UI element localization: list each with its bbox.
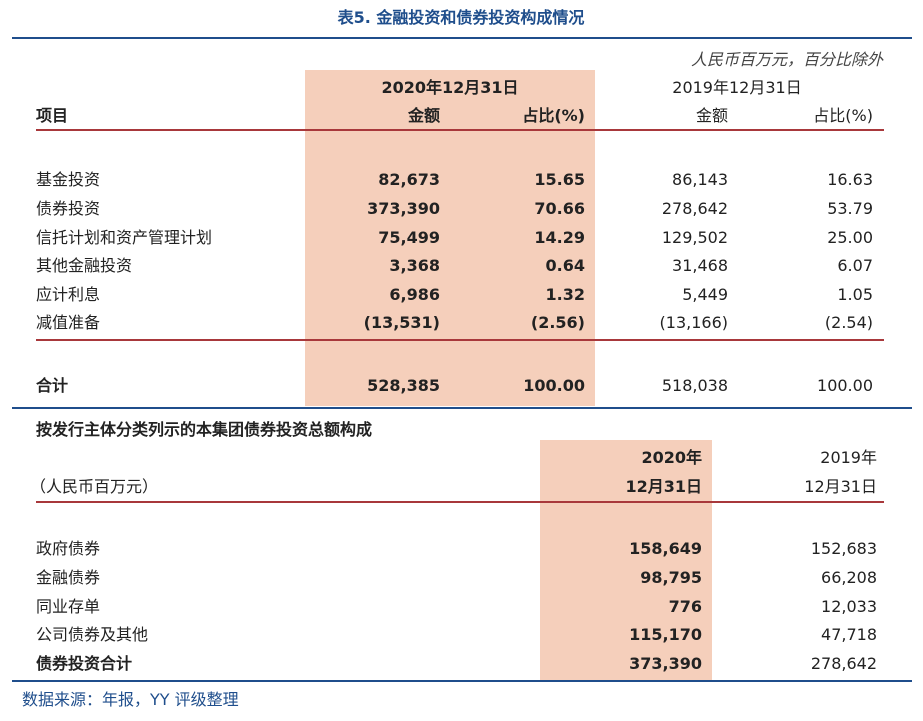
text: 1.32 bbox=[545, 285, 585, 304]
text: 2019年 bbox=[820, 448, 877, 467]
text: 158,649 bbox=[629, 539, 702, 558]
text: 公司债券及其他 bbox=[36, 625, 149, 644]
text: 15.65 bbox=[534, 170, 585, 189]
text: 其他金融投资 bbox=[36, 256, 133, 275]
rule bbox=[12, 680, 912, 682]
text: 115,170 bbox=[629, 625, 702, 644]
text: 占比(%) bbox=[813, 106, 873, 125]
text: 2019年12月31日 bbox=[672, 78, 802, 97]
text: 66,208 bbox=[821, 568, 877, 587]
rule bbox=[36, 129, 884, 131]
text: 同业存单 bbox=[36, 597, 101, 616]
text: 债券投资 bbox=[36, 199, 101, 218]
text: 0.64 bbox=[545, 256, 585, 275]
text: 金额 bbox=[407, 106, 440, 125]
text: 278,642 bbox=[810, 654, 877, 673]
text: 12,033 bbox=[821, 597, 877, 616]
text: 75,499 bbox=[378, 228, 440, 247]
text: 776 bbox=[668, 597, 702, 616]
text: 82,673 bbox=[378, 170, 440, 189]
rule bbox=[36, 501, 884, 503]
text: 31,468 bbox=[672, 256, 728, 275]
text: 278,642 bbox=[661, 199, 728, 218]
text: 金融债券 bbox=[36, 568, 101, 587]
text: 按发行主体分类列示的本集团债券投资总额构成 bbox=[36, 420, 373, 439]
text: 129,502 bbox=[661, 228, 728, 247]
text: 6.07 bbox=[837, 256, 873, 275]
text: 政府债券 bbox=[36, 539, 101, 558]
text: 373,390 bbox=[367, 199, 440, 218]
text: 53.79 bbox=[827, 199, 873, 218]
text: 项目 bbox=[36, 106, 69, 125]
text: 14.29 bbox=[534, 228, 585, 247]
rule bbox=[12, 407, 912, 409]
text: 25.00 bbox=[827, 228, 873, 247]
text: 5,449 bbox=[682, 285, 728, 304]
text: 12月31日 bbox=[625, 477, 702, 496]
text: 表5. 金融投资和债券投资构成情况 bbox=[337, 8, 585, 27]
text: 6,986 bbox=[389, 285, 440, 304]
text: 100.00 bbox=[817, 376, 873, 395]
text: 2020年12月31日 bbox=[381, 78, 519, 97]
text: 1.05 bbox=[837, 285, 873, 304]
text: 金额 bbox=[695, 106, 728, 125]
text: 信托计划和资产管理计划 bbox=[36, 228, 213, 247]
rule bbox=[36, 339, 884, 341]
text: 基金投资 bbox=[36, 170, 101, 189]
text: 100.00 bbox=[523, 376, 585, 395]
text: (2.56) bbox=[530, 313, 585, 332]
text: （人民币百万元） bbox=[30, 477, 159, 496]
text: 528,385 bbox=[367, 376, 440, 395]
text: 16.63 bbox=[827, 170, 873, 189]
text: 152,683 bbox=[810, 539, 877, 558]
text: 占比(%) bbox=[522, 106, 585, 125]
text: 3,368 bbox=[389, 256, 440, 275]
text: 86,143 bbox=[672, 170, 728, 189]
text: 98,795 bbox=[640, 568, 702, 587]
text: 数据来源：年报，YY 评级整理 bbox=[22, 690, 239, 709]
text: 应计利息 bbox=[36, 285, 101, 304]
text: 债券投资合计 bbox=[36, 654, 133, 673]
text: 12月31日 bbox=[804, 477, 877, 496]
text: 2020年 bbox=[641, 448, 702, 467]
rule bbox=[12, 37, 912, 39]
text: 合计 bbox=[36, 376, 69, 395]
text: (13,166) bbox=[659, 313, 728, 332]
text: 518,038 bbox=[661, 376, 728, 395]
text: (13,531) bbox=[363, 313, 440, 332]
text: (2.54) bbox=[824, 313, 873, 332]
text: 47,718 bbox=[821, 625, 877, 644]
highlight-column bbox=[540, 440, 712, 680]
text: 人民币百万元，百分比除外 bbox=[690, 50, 883, 69]
text: 373,390 bbox=[629, 654, 702, 673]
text: 减值准备 bbox=[36, 313, 101, 332]
text: 70.66 bbox=[534, 199, 585, 218]
highlight-column bbox=[305, 70, 595, 406]
